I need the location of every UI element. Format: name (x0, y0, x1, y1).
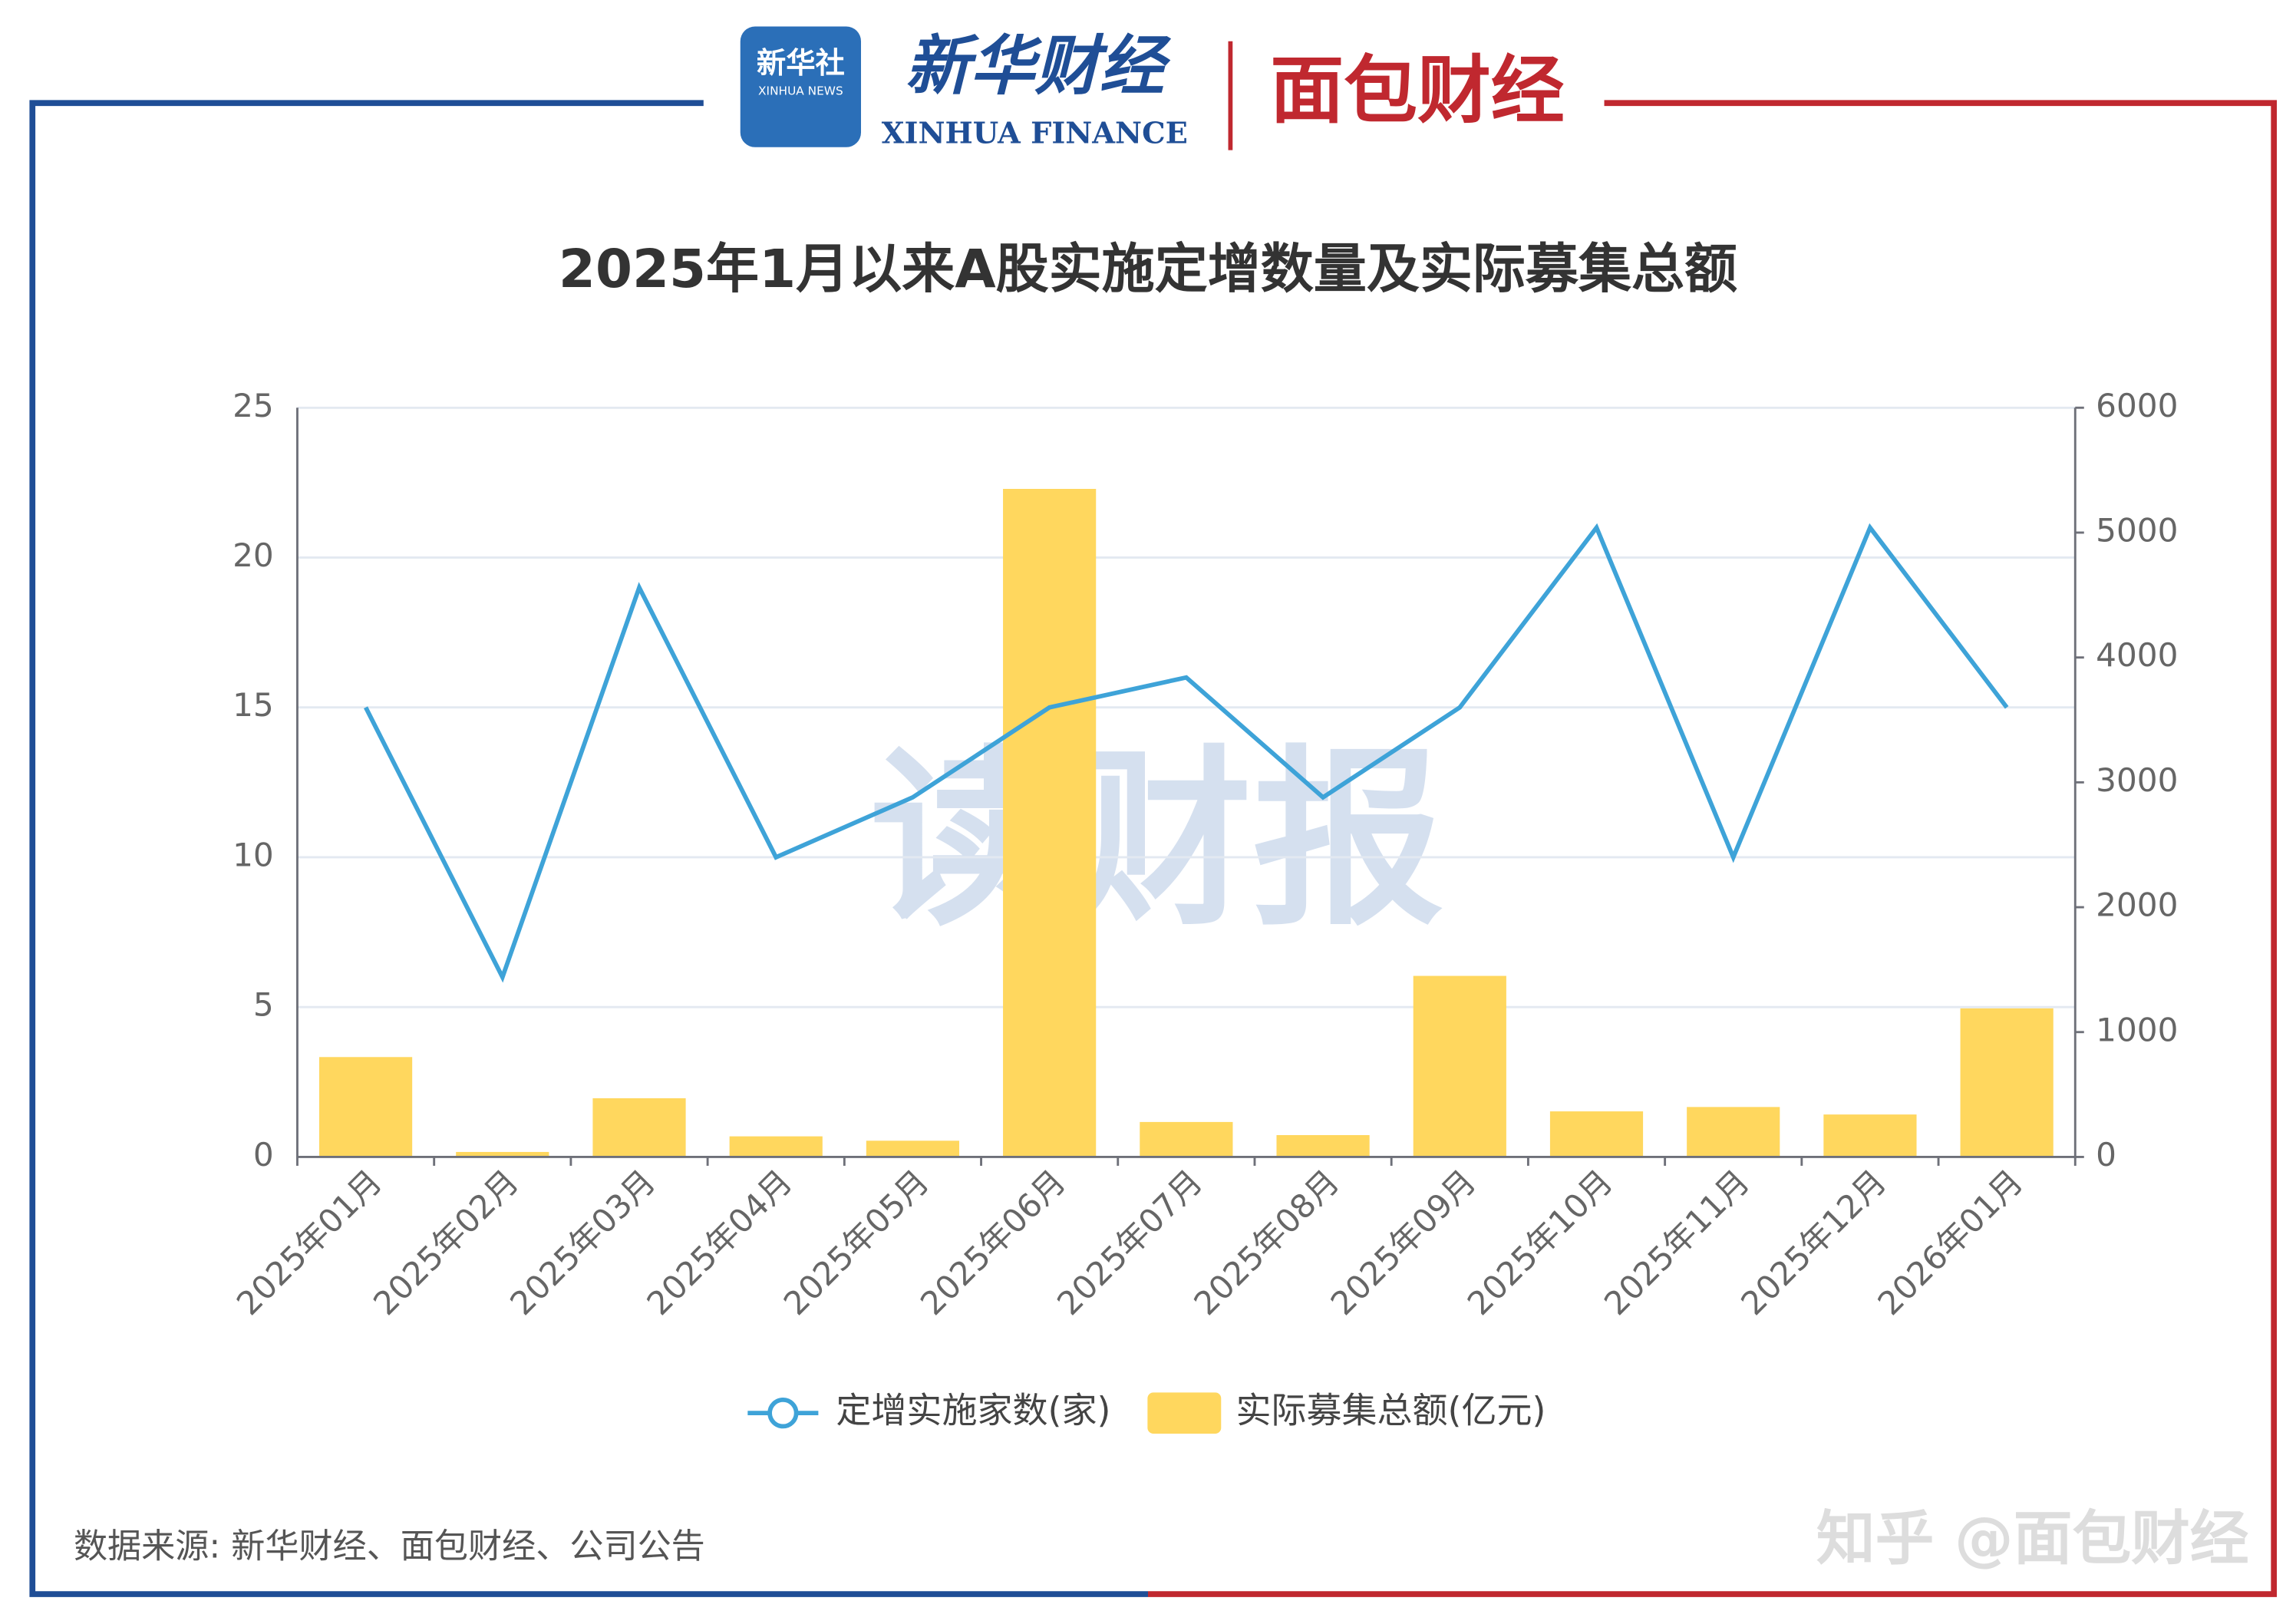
bar (866, 1140, 960, 1157)
brand-name-en: XINHUA FINANCE (882, 116, 1188, 150)
y2-tick-label: 4000 (2096, 636, 2178, 674)
legend-marker (767, 1398, 799, 1429)
bar (1413, 975, 1506, 1157)
bar (1823, 1114, 1917, 1157)
y-tick-label: 0 (253, 1136, 274, 1173)
agency-name-en: XINHUA NEWS (758, 84, 843, 97)
x-tick-label: 2025年06月 (913, 1163, 1073, 1322)
x-tick-label: 2025年11月 (1597, 1163, 1757, 1322)
x-tick-label: 2025年04月 (640, 1163, 800, 1322)
y-tick-label: 5 (253, 986, 274, 1024)
partner-name: 面包财经 (1270, 48, 1565, 134)
x-tick-label: 2025年01月 (229, 1163, 389, 1322)
x-tick-label: 2025年05月 (777, 1163, 936, 1322)
bar (729, 1136, 823, 1157)
bar (1140, 1121, 1233, 1157)
x-tick-label: 2025年03月 (503, 1163, 662, 1322)
y2-tick-label: 5000 (2096, 511, 2178, 549)
agency-name: 新华社 (757, 46, 845, 81)
x-tick-label: 2025年10月 (1460, 1163, 1620, 1322)
x-tick-label: 2026年01月 (1871, 1163, 2030, 1322)
frame (29, 100, 2278, 1597)
legend-label: 实际募集总额(亿元) (1235, 1390, 1546, 1431)
y-tick-label: 20 (233, 536, 274, 574)
bar (1276, 1134, 1370, 1157)
bar (1003, 489, 1097, 1157)
brand-name: 新华财经 (906, 28, 1172, 104)
y2-tick-label: 6000 (2096, 387, 2178, 424)
chart-title: 2025年1月以来A股实施定增数量及实际募集总额 (559, 239, 1737, 300)
y2-tick-label: 0 (2096, 1136, 2116, 1173)
y2-tick-label: 3000 (2096, 761, 2178, 799)
legend-swatch (1147, 1392, 1222, 1434)
x-tick-label: 2025年07月 (1050, 1163, 1209, 1322)
watermark: 读财报 (870, 729, 1444, 952)
credit: 知乎 @面包财经 (1816, 1505, 2249, 1573)
x-tick-label: 2025年08月 (1186, 1163, 1346, 1322)
bar (456, 1151, 549, 1157)
bar (318, 1057, 413, 1157)
y-tick-label: 10 (233, 836, 274, 873)
bar (1687, 1107, 1780, 1157)
y2-tick-label: 2000 (2096, 886, 2178, 924)
y-tick-label: 25 (233, 387, 274, 424)
legend-label: 定增实施家数(家) (836, 1390, 1110, 1431)
bar (1960, 1008, 2054, 1157)
x-tick-label: 2025年02月 (366, 1163, 526, 1322)
source: 数据来源: 新华财经、面包财经、公司公告 (74, 1527, 705, 1566)
y-tick-label: 15 (233, 686, 274, 724)
y2-tick-label: 1000 (2096, 1011, 2178, 1048)
x-tick-label: 2025年12月 (1734, 1163, 1893, 1322)
line (364, 523, 2009, 983)
agency-logo (740, 26, 862, 147)
bar (1549, 1111, 1644, 1157)
x-tick-label: 2025年09月 (1324, 1163, 1483, 1322)
bar (592, 1098, 686, 1157)
